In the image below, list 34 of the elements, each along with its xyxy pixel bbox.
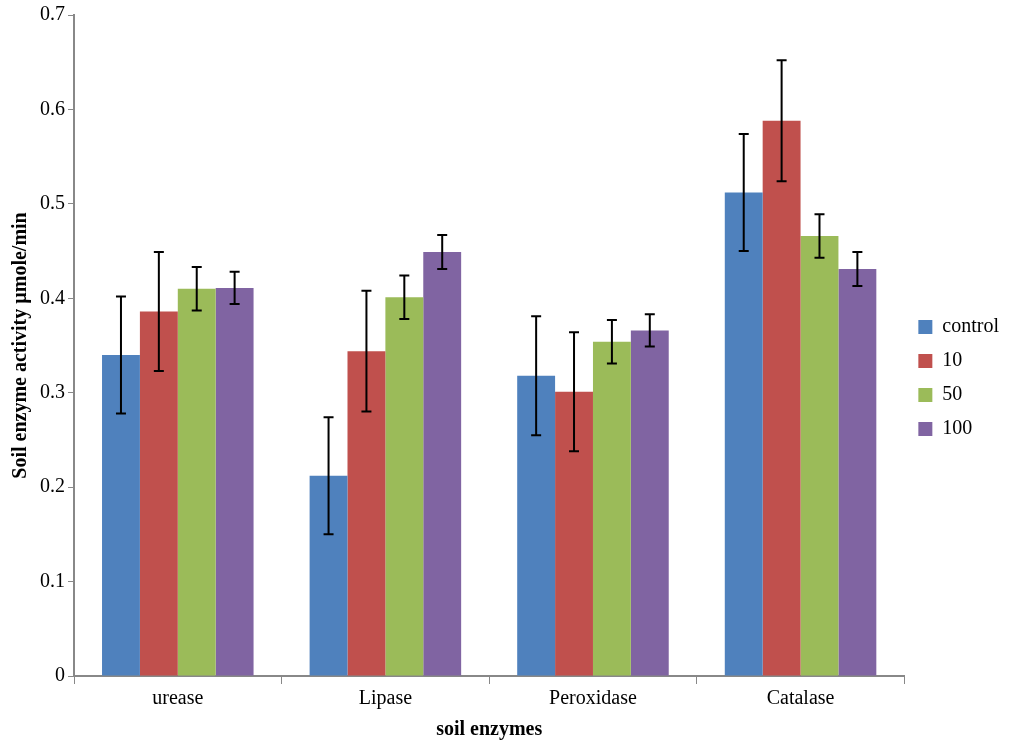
bar bbox=[838, 269, 877, 676]
y-tick-label: 0.6 bbox=[40, 96, 65, 119]
y-tick-label: 0.4 bbox=[40, 285, 65, 308]
bar bbox=[347, 351, 386, 676]
legend-label: 10 bbox=[942, 348, 963, 371]
y-tick-label: 0.3 bbox=[40, 379, 65, 402]
bar bbox=[724, 192, 763, 676]
bar bbox=[517, 375, 556, 676]
x-axis-title: soil enzymes bbox=[436, 717, 543, 741]
x-tick-label: Catalase bbox=[766, 686, 835, 709]
bar bbox=[423, 252, 462, 676]
y-tick-label: 0.1 bbox=[40, 568, 65, 591]
bar bbox=[630, 330, 669, 676]
y-tick-label: 0.2 bbox=[40, 474, 65, 497]
x-tick-label: Peroxidase bbox=[549, 686, 637, 709]
y-axis-title: Soil enzyme activity µmole/min bbox=[8, 212, 32, 479]
y-tick-label: 0.5 bbox=[40, 191, 65, 214]
bar bbox=[139, 311, 178, 676]
bar bbox=[592, 341, 631, 676]
legend-label: 100 bbox=[942, 416, 973, 439]
legend-label: control bbox=[942, 314, 1000, 337]
bar bbox=[177, 288, 216, 676]
x-tick-label: Lipase bbox=[358, 686, 413, 710]
bar bbox=[215, 287, 254, 676]
bar bbox=[555, 391, 593, 676]
bar bbox=[309, 475, 348, 676]
x-tick-label: urease bbox=[152, 686, 204, 709]
y-tick-label: 0 bbox=[55, 663, 65, 686]
legend-label: 50 bbox=[942, 382, 963, 405]
y-tick-label: 0.7 bbox=[40, 2, 65, 25]
bar bbox=[800, 235, 839, 676]
bar bbox=[385, 297, 424, 676]
bar bbox=[762, 120, 801, 676]
bar bbox=[102, 354, 140, 676]
